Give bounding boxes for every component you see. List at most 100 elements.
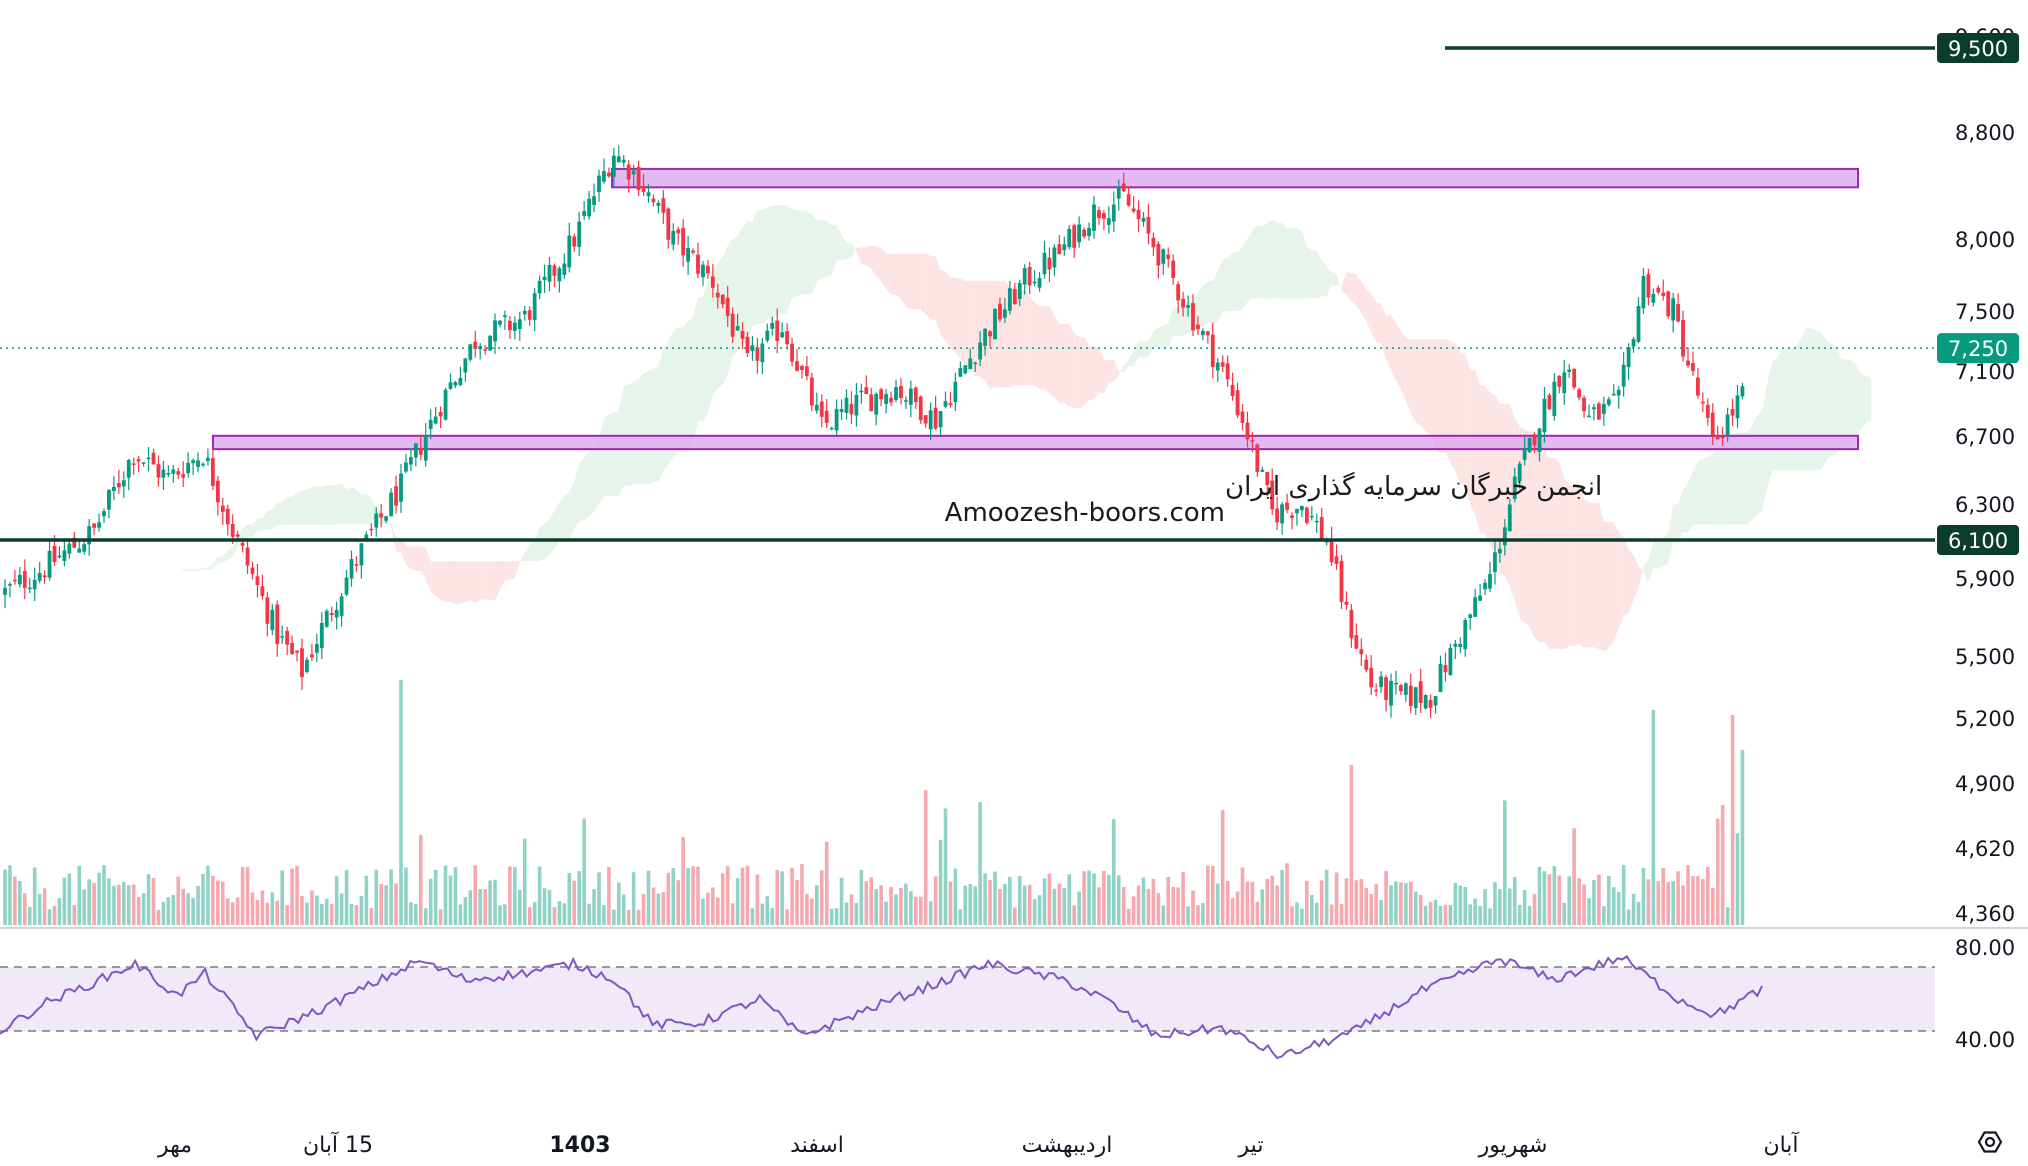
candle [1309,506,1314,521]
volume-bar [1379,900,1383,925]
candle [1116,179,1121,211]
volume-bar [1305,880,1309,925]
candle [1230,372,1235,401]
volume-bar [1265,878,1270,925]
candle [1686,347,1690,368]
volume-bar [1433,899,1438,925]
candle [577,211,582,256]
candle [1186,295,1190,317]
volume-bar [988,879,992,925]
candle [265,592,270,637]
cloud-segment [1128,351,1134,367]
cloud-segment [1534,431,1540,642]
volume-bar [1493,882,1497,925]
cloud-segment [668,331,674,464]
candle [1334,544,1339,570]
cloud-segment [579,457,585,521]
volume-bar [414,904,418,925]
time-axis[interactable]: مهر 15 آبان 1403 اسفند اردیبهشت تیر شهری… [157,1131,1799,1158]
price-tick: 5,500 [1955,645,2015,669]
volume-bar [993,871,997,925]
candle [339,592,344,627]
volume-bar [646,870,651,925]
cloud-segment [1108,360,1114,384]
candle [1537,427,1542,462]
candle [963,365,968,375]
candle [1512,467,1517,503]
candle [1027,261,1032,295]
volume-bar [1290,906,1294,925]
candle [1507,498,1512,532]
candle [8,581,12,598]
candle [349,550,354,587]
volume-bar [636,909,641,925]
candle [13,569,17,585]
candle [329,606,334,622]
price-tick: 4,360 [1955,902,2015,926]
volume-bar [1255,901,1260,925]
price-tick: 8,800 [1955,121,2015,145]
cloud-segment [405,546,411,569]
candle [413,442,418,467]
candle [102,508,106,524]
cloud-segment [811,214,817,295]
cloud-segment [1351,272,1357,306]
volume-bar [1483,889,1487,925]
volume-bar [1295,902,1299,925]
volume-bar [725,866,730,925]
volume-bar [1310,894,1314,925]
cloud-segment [1395,322,1401,390]
candle [676,226,681,245]
cloud-segment [985,280,991,390]
candle [1205,330,1210,344]
cloud-segment [143,587,149,589]
candle [1374,683,1379,697]
candle [1730,398,1735,426]
volume-bar [1488,908,1492,925]
horizontal-levels[interactable] [0,46,1935,542]
cloud-segment [910,253,916,310]
candle [161,460,166,490]
cloud-segment [361,493,367,525]
volume-bar [57,898,62,925]
candle [275,600,280,657]
volume-bar [904,883,908,925]
volume-bar [245,867,250,925]
volume-bar [1542,871,1547,925]
candle [394,475,398,514]
cloud-segment [1296,227,1302,299]
volume-bar [1626,909,1631,925]
candle [938,410,943,436]
cloud-segment [450,561,456,605]
zone-rect[interactable] [611,167,1859,189]
candle [1710,403,1715,445]
volume-bar [923,790,928,925]
volume-bar [1656,881,1661,925]
volume-bar [1646,879,1651,925]
cloud-segment [1277,222,1283,299]
volume-bar [1008,876,1012,925]
candle [1408,673,1413,714]
cloud-segment [653,366,659,482]
volume-bar [1621,865,1626,925]
volume-bar [1468,904,1472,925]
volume-bar [602,905,606,925]
candle [1042,240,1047,279]
volume-bar [948,881,953,925]
volume-bar [740,867,745,925]
cloud-segment [1435,339,1441,453]
cloud-segment [603,414,609,496]
candle [1349,604,1354,648]
price-axis[interactable]: 9,6008,8008,0007,5007,1006,7006,3005,900… [1955,25,2015,926]
candle [1483,579,1487,596]
candle [17,567,22,588]
settings-icon[interactable] [1977,1131,2003,1153]
volume-bar [399,680,403,925]
candle [27,577,32,594]
zone-rect[interactable] [212,434,1859,451]
candle [592,183,596,212]
cloud-segment [425,548,431,593]
candle [1468,613,1473,631]
volume-bar [77,865,82,925]
